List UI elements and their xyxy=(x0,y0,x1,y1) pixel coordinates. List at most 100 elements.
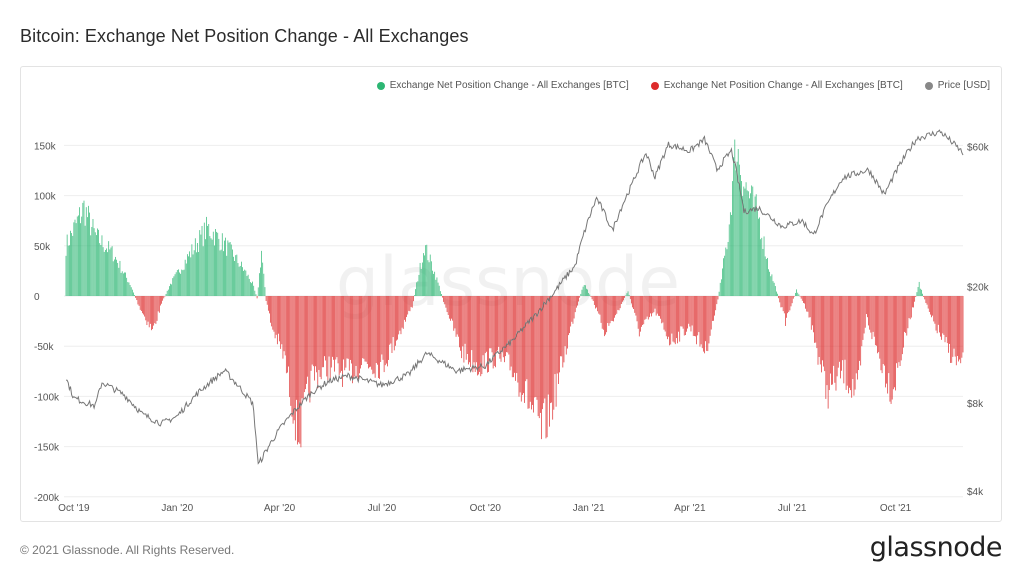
bar xyxy=(853,296,855,396)
bar xyxy=(292,296,294,424)
bar xyxy=(620,296,622,304)
bar xyxy=(124,272,125,296)
bar xyxy=(674,296,676,345)
bar xyxy=(895,296,896,391)
bar xyxy=(219,250,221,296)
bar xyxy=(647,296,649,320)
bar xyxy=(914,296,916,302)
bar xyxy=(481,296,483,375)
bar xyxy=(227,240,229,296)
bar xyxy=(942,296,944,334)
bar xyxy=(319,296,321,377)
bar xyxy=(407,296,409,315)
bar xyxy=(384,296,386,366)
bar xyxy=(605,296,606,335)
bar xyxy=(190,257,192,296)
bar xyxy=(345,296,347,368)
bar xyxy=(74,219,76,296)
bar xyxy=(197,243,198,296)
bar xyxy=(761,237,763,296)
bar xyxy=(155,296,157,324)
bar xyxy=(291,296,293,417)
bar xyxy=(699,296,701,347)
bar xyxy=(844,296,846,360)
bar xyxy=(391,296,393,353)
bar xyxy=(108,241,110,296)
legend-item-outflow[interactable]: Exchange Net Position Change - All Excha… xyxy=(650,80,903,91)
bar xyxy=(635,296,637,316)
bar xyxy=(281,296,283,345)
bar xyxy=(109,249,111,296)
bar xyxy=(479,296,481,372)
bar xyxy=(533,296,534,413)
bar xyxy=(247,274,249,296)
bar xyxy=(869,296,871,330)
bar xyxy=(592,296,594,301)
bar xyxy=(595,296,596,309)
bar xyxy=(330,296,332,368)
bar xyxy=(495,296,496,368)
bar xyxy=(230,244,232,296)
bar xyxy=(161,296,162,304)
bar xyxy=(390,296,392,344)
bar xyxy=(849,296,850,388)
bar xyxy=(925,296,927,303)
bar xyxy=(435,279,437,296)
bar xyxy=(744,188,746,296)
bar xyxy=(400,296,402,335)
bar xyxy=(370,296,371,367)
copyright-text: © 2021 Glassnode. All Rights Reserved. xyxy=(20,543,235,557)
bar xyxy=(870,296,872,333)
bar xyxy=(732,181,733,296)
bar xyxy=(208,224,210,296)
bar xyxy=(728,224,730,296)
bar xyxy=(616,296,618,314)
bar xyxy=(209,236,211,296)
bar xyxy=(577,296,578,306)
bar xyxy=(513,296,514,378)
legend-item-price[interactable]: Price [USD] xyxy=(924,80,990,91)
bar xyxy=(309,296,311,403)
bar xyxy=(797,292,799,296)
bar xyxy=(841,296,842,371)
bar xyxy=(845,296,847,390)
bar xyxy=(362,296,364,359)
bar xyxy=(506,296,507,353)
bar xyxy=(497,296,498,351)
bar xyxy=(466,296,468,354)
bar xyxy=(716,296,718,305)
bar xyxy=(578,296,579,302)
bar xyxy=(469,296,470,363)
bar xyxy=(941,296,942,340)
bar xyxy=(625,295,627,296)
bar xyxy=(102,247,104,296)
bar xyxy=(644,296,646,320)
bar xyxy=(140,296,142,311)
bar xyxy=(196,252,197,296)
bar xyxy=(659,296,660,317)
bar xyxy=(711,296,713,321)
bar xyxy=(131,289,133,296)
bar xyxy=(836,296,838,377)
bar xyxy=(427,260,429,296)
bar xyxy=(667,296,668,340)
bar xyxy=(792,296,794,299)
bar xyxy=(861,296,863,347)
bar xyxy=(335,296,337,360)
bar xyxy=(679,296,681,342)
bar xyxy=(163,296,165,299)
bar xyxy=(402,296,404,329)
chart-frame xyxy=(20,66,1002,522)
bar xyxy=(371,296,373,370)
bar xyxy=(94,232,96,296)
bar xyxy=(299,296,301,444)
bar xyxy=(399,296,401,331)
bar xyxy=(777,293,778,296)
legend-item-inflow[interactable]: Exchange Net Position Change - All Excha… xyxy=(376,80,629,91)
y-tick-label: 100k xyxy=(34,192,57,203)
bar xyxy=(598,296,600,314)
bar xyxy=(599,296,601,315)
bar xyxy=(118,267,120,296)
bar xyxy=(365,296,367,362)
bar xyxy=(406,296,407,318)
